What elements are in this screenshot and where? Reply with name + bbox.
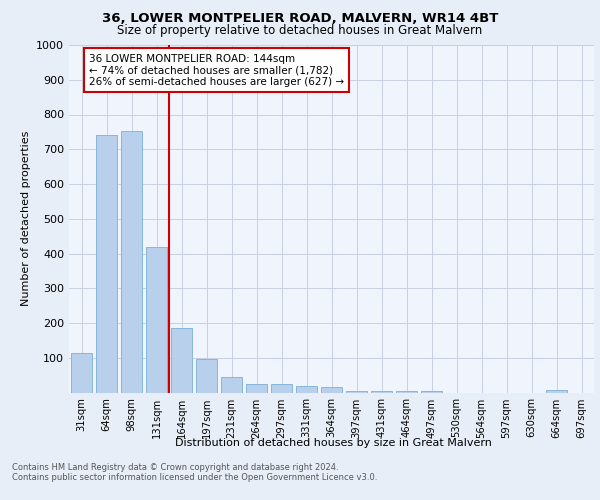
Bar <box>296 386 317 392</box>
Bar <box>371 391 392 392</box>
Bar <box>96 134 117 392</box>
Bar <box>546 390 567 392</box>
Text: Contains HM Land Registry data © Crown copyright and database right 2024.
Contai: Contains HM Land Registry data © Crown c… <box>12 462 377 482</box>
Bar <box>171 328 192 392</box>
Bar <box>321 388 342 392</box>
Bar <box>271 384 292 392</box>
Bar <box>346 391 367 392</box>
Text: 36 LOWER MONTPELIER ROAD: 144sqm
← 74% of detached houses are smaller (1,782)
26: 36 LOWER MONTPELIER ROAD: 144sqm ← 74% o… <box>89 54 344 87</box>
Bar <box>121 131 142 392</box>
Bar <box>246 384 267 392</box>
Bar <box>196 359 217 392</box>
Bar <box>221 376 242 392</box>
Text: Size of property relative to detached houses in Great Malvern: Size of property relative to detached ho… <box>118 24 482 37</box>
Text: 36, LOWER MONTPELIER ROAD, MALVERN, WR14 4BT: 36, LOWER MONTPELIER ROAD, MALVERN, WR14… <box>102 12 498 26</box>
Text: Distribution of detached houses by size in Great Malvern: Distribution of detached houses by size … <box>175 438 491 448</box>
Bar <box>71 353 92 393</box>
Bar <box>146 246 167 392</box>
Y-axis label: Number of detached properties: Number of detached properties <box>20 131 31 306</box>
